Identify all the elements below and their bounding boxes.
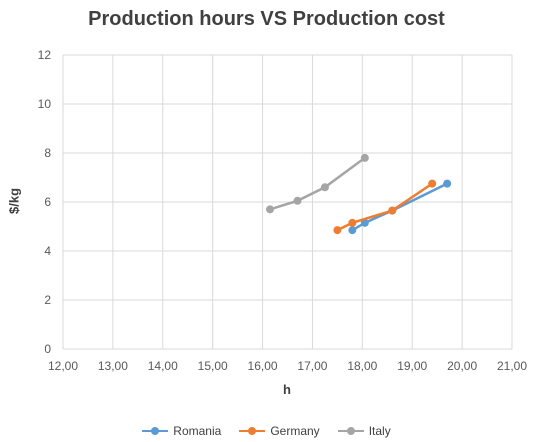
data-point: [360, 153, 369, 162]
legend-item-germany: Germany: [239, 424, 320, 438]
y-tick-label: 12: [38, 48, 52, 62]
data-point: [348, 218, 357, 227]
legend: Romania Germany Italy: [0, 424, 533, 438]
legend-label: Italy: [368, 424, 391, 438]
legend-item-romania: Romania: [142, 424, 221, 438]
grid-lines: [62, 54, 513, 350]
series-layer: [266, 153, 452, 235]
y-tick-label: 8: [44, 146, 51, 160]
tick-labels: 12,00 13,00 14,00 15,00 16,00 17,00 18,00 19,00…: [38, 48, 528, 373]
y-tick-label: 4: [44, 244, 51, 258]
series-line: [336, 182, 433, 232]
x-tick-label: 17,00: [297, 359, 327, 373]
chart-title: Production hours VS Production cost: [88, 8, 445, 30]
x-tick-label: 20,00: [447, 359, 477, 373]
data-point: [443, 179, 452, 188]
data-point: [428, 179, 437, 188]
series-line: [269, 156, 366, 211]
x-tick-label: 13,00: [98, 359, 128, 373]
data-point: [388, 206, 397, 215]
x-tick-label: 12,00: [48, 359, 78, 373]
legend-label: Germany: [270, 424, 320, 438]
legend-swatch: [337, 427, 364, 435]
y-tick-label: 6: [44, 195, 51, 209]
x-tick-label: 15,00: [198, 359, 228, 373]
x-tick-label: 19,00: [397, 359, 427, 373]
legend-item-italy: Italy: [337, 424, 391, 438]
y-tick-label: 2: [44, 293, 51, 307]
series-germany: [333, 179, 437, 235]
legend-swatch: [239, 427, 266, 435]
data-point: [348, 226, 357, 235]
data-point: [293, 196, 302, 205]
x-tick-label: 18,00: [347, 359, 377, 373]
x-tick-label: 14,00: [148, 359, 178, 373]
x-tick-label: 16,00: [248, 359, 278, 373]
x-tick-label: 21,00: [497, 359, 527, 373]
y-tick-label: 10: [38, 97, 52, 111]
data-point: [333, 226, 342, 235]
data-point: [266, 205, 275, 214]
y-tick-label: 0: [44, 342, 51, 356]
legend-label: Romania: [173, 424, 222, 438]
data-point: [320, 183, 329, 192]
legend-swatch: [142, 427, 169, 435]
series-line: [351, 182, 448, 232]
series-italy: [266, 153, 369, 214]
x-axis-label: h: [283, 382, 291, 397]
